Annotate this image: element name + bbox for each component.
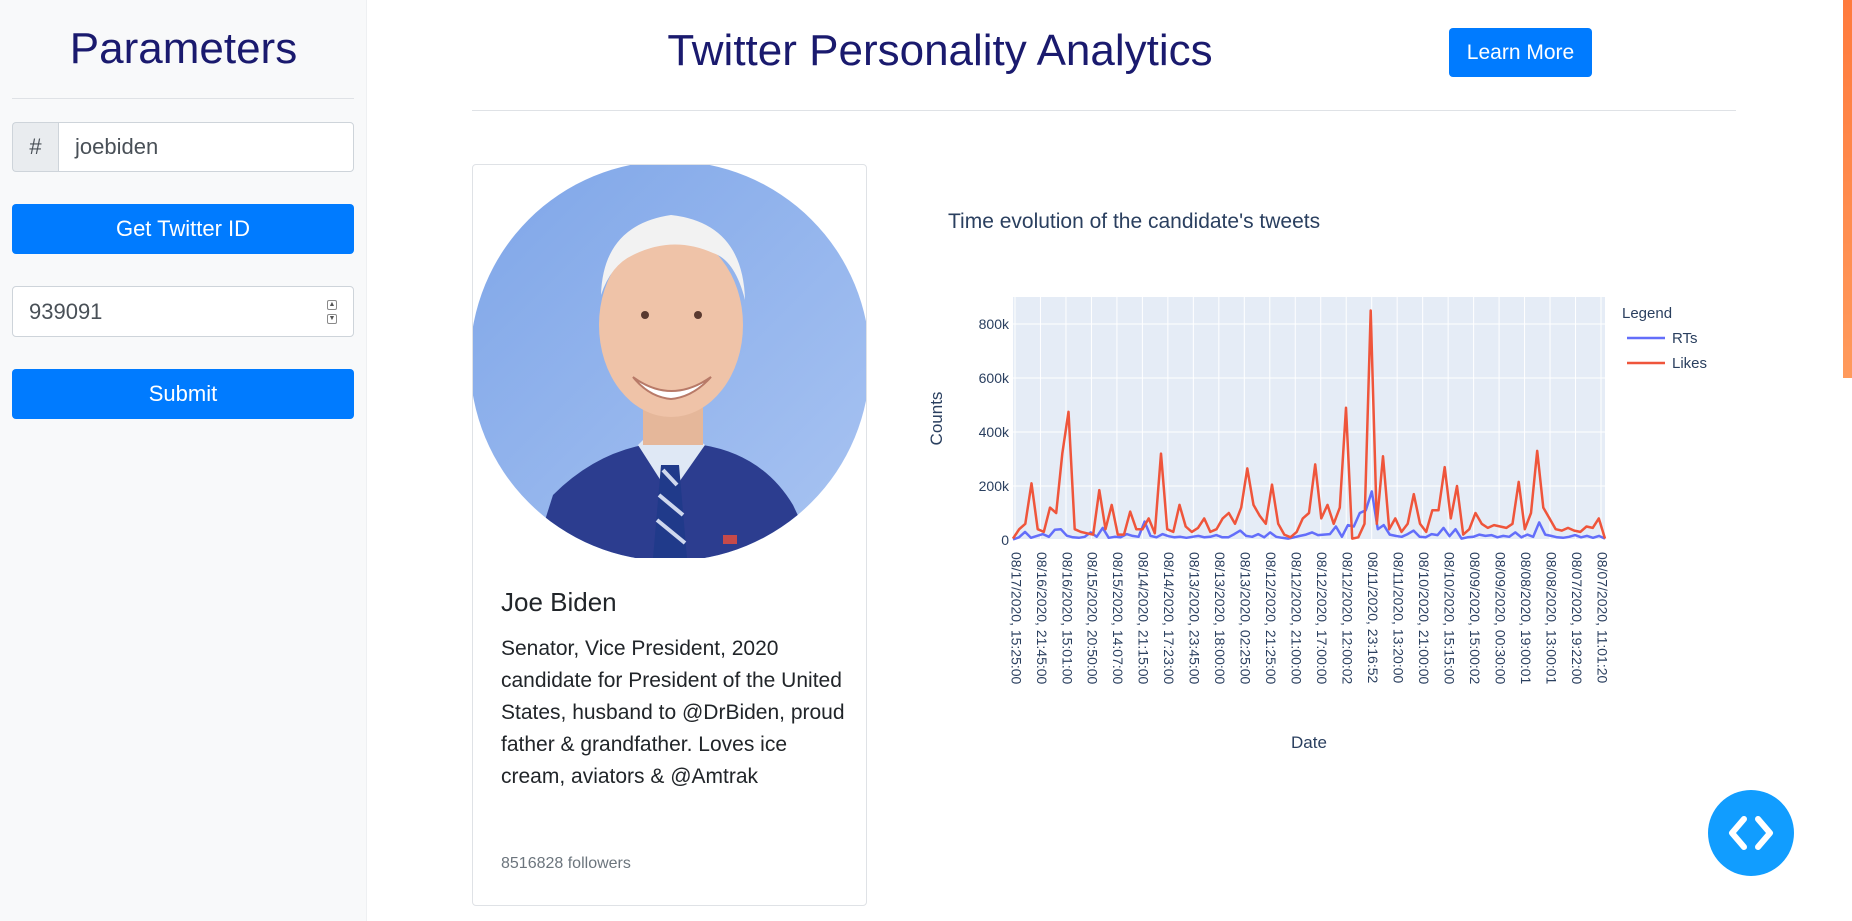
x-tick-label: 08/16/2020, 21:45:00 <box>1034 552 1050 685</box>
header-divider <box>472 110 1736 111</box>
tweets-chart: Time evolution of the candidate's tweets… <box>900 190 1750 790</box>
x-tick-label: 08/13/2020, 23:45:00 <box>1187 552 1203 685</box>
x-tick-label: 08/13/2020, 02:25:00 <box>1238 552 1254 685</box>
hash-prefix: # <box>12 122 58 172</box>
x-tick-label: 08/09/2020, 15:00:02 <box>1467 552 1483 685</box>
code-toggle-button[interactable] <box>1708 790 1794 876</box>
profile-photo <box>473 165 866 558</box>
y-tick-label: 200k <box>979 478 1010 494</box>
x-tick-label: 08/07/2020, 19:22:00 <box>1569 552 1585 685</box>
legend-label-rts: RTs <box>1672 330 1698 347</box>
x-tick-label: 08/14/2020, 17:23:00 <box>1161 552 1177 685</box>
y-tick-label: 0 <box>1001 532 1009 548</box>
y-axis-title: Counts <box>927 392 946 446</box>
chart-title: Time evolution of the candidate's tweets <box>948 210 1321 233</box>
page-title: Twitter Personality Analytics <box>667 26 1213 75</box>
legend-title: Legend <box>1622 305 1672 322</box>
profile-card: Joe Biden Senator, Vice President, 2020 … <box>472 164 867 906</box>
x-tick-label: 08/17/2020, 15:25:00 <box>1008 552 1024 685</box>
y-tick-label: 600k <box>979 370 1010 386</box>
legend-label-likes: Likes <box>1672 355 1707 372</box>
sidebar-title: Parameters <box>69 24 298 73</box>
series-line-rts <box>1012 490 1606 541</box>
x-tick-label: 08/14/2020, 21:15:00 <box>1136 552 1152 685</box>
plot-area <box>1013 297 1605 540</box>
x-tick-label: 08/07/2020, 11:01:20 <box>1594 552 1610 684</box>
x-tick-label: 08/11/2020, 23:16:52 <box>1365 552 1381 684</box>
handle-input[interactable]: joebiden <box>58 122 354 172</box>
x-tick-label: 08/10/2020, 15:15:00 <box>1441 552 1457 685</box>
number-spinner[interactable]: ▲ ▼ <box>327 300 337 324</box>
x-tick-label: 08/11/2020, 13:20:00 <box>1390 552 1406 684</box>
get-twitter-id-button[interactable]: Get Twitter ID <box>12 204 354 254</box>
handle-input-group: # joebiden <box>12 122 354 172</box>
x-tick-label: 08/15/2020, 20:50:00 <box>1085 552 1101 685</box>
x-tick-label: 08/12/2020, 21:00:00 <box>1289 552 1305 685</box>
twitter-id-input[interactable]: 939091 ▲ ▼ <box>12 286 354 337</box>
x-tick-label: 08/15/2020, 14:07:00 <box>1110 552 1126 685</box>
x-tick-label: 08/08/2020, 13:00:01 <box>1543 552 1559 685</box>
y-tick-label: 400k <box>979 424 1010 440</box>
sidebar: Parameters # joebiden Get Twitter ID 939… <box>0 0 367 921</box>
x-tick-label: 08/12/2020, 17:00:00 <box>1314 552 1330 685</box>
sidebar-divider <box>12 98 354 99</box>
x-tick-label: 08/13/2020, 18:00:00 <box>1212 552 1228 685</box>
submit-button[interactable]: Submit <box>12 369 354 419</box>
x-axis-title: Date <box>1291 733 1327 752</box>
profile-photo-illustration <box>473 165 866 558</box>
spinner-down-icon[interactable]: ▼ <box>327 314 337 324</box>
x-tick-label: 08/16/2020, 15:01:00 <box>1059 552 1075 685</box>
scrollbar-thumb[interactable] <box>1843 0 1852 378</box>
twitter-id-value: 939091 <box>29 298 103 324</box>
series-line-likes <box>1011 309 1607 540</box>
x-tick-label: 08/12/2020, 12:00:02 <box>1340 552 1356 685</box>
profile-bio: Senator, Vice President, 2020 candidate … <box>501 637 845 788</box>
y-tick-label: 800k <box>979 316 1010 332</box>
spinner-up-icon[interactable]: ▲ <box>327 300 337 310</box>
x-tick-label: 08/12/2020, 21:25:00 <box>1263 552 1279 685</box>
profile-followers: 8516828 followers <box>501 855 631 872</box>
code-brackets-icon <box>1729 816 1773 850</box>
profile-name: Joe Biden <box>501 587 617 617</box>
x-tick-label: 08/09/2020, 00:30:00 <box>1492 552 1508 685</box>
x-tick-label: 08/08/2020, 19:00:01 <box>1518 552 1534 685</box>
chart-svg: 0 200k 400k 600k 800k 08/17/2020, 15:25:00 08/… <box>927 297 1707 752</box>
x-tick-label: 08/10/2020, 21:00:00 <box>1416 552 1432 685</box>
learn-more-button[interactable]: Learn More <box>1449 28 1592 77</box>
